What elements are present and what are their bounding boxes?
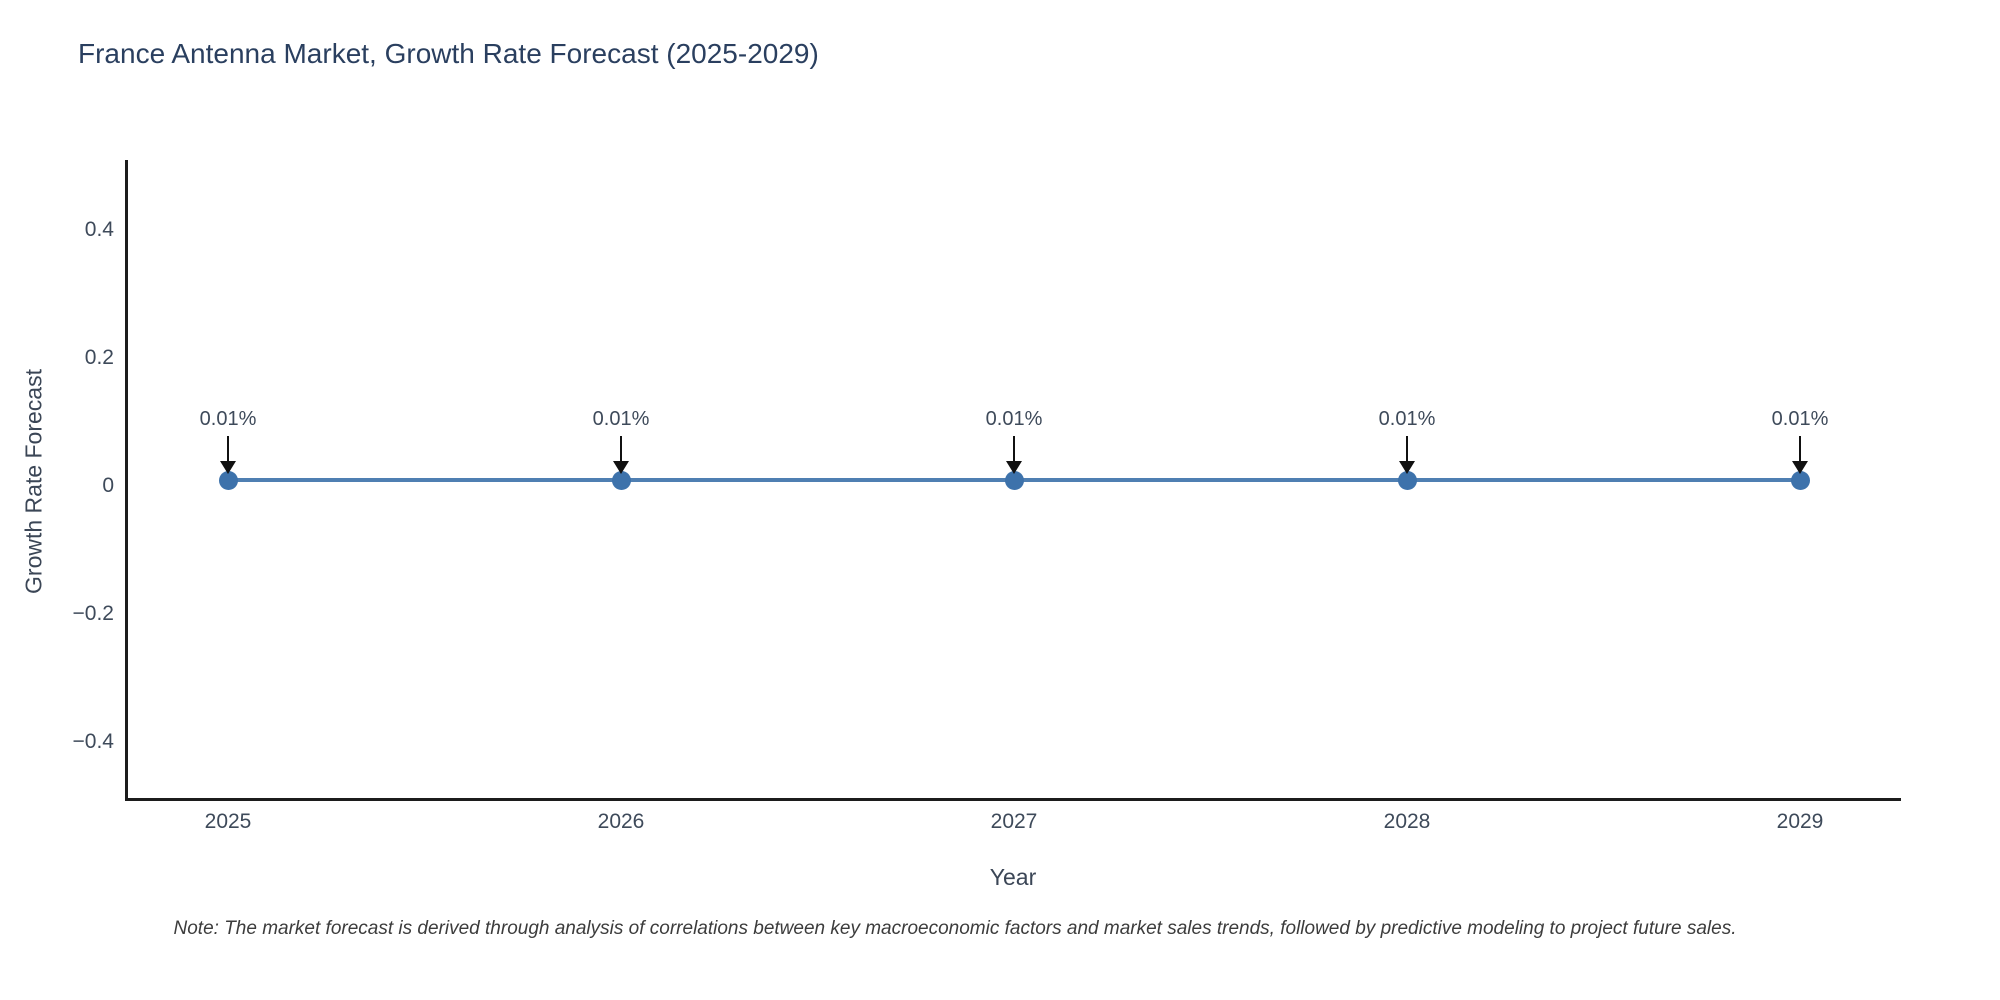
y-tick-label: 0.4 [84, 218, 114, 242]
x-tick-label: 2027 [990, 810, 1038, 833]
point-value-label: 0.01% [1771, 408, 1829, 430]
footnote: Note: The market forecast is derived thr… [173, 918, 1737, 939]
annotation-arrow-stem [1406, 436, 1408, 462]
data-point-marker [218, 470, 238, 490]
point-value-label: 0.01% [199, 408, 257, 430]
data-point-marker [1790, 470, 1810, 490]
annotation-arrow-head [1006, 461, 1022, 474]
chart-title: France Antenna Market, Growth Rate Forec… [78, 38, 819, 69]
annotation-arrow-head [220, 461, 236, 474]
annotation-arrow-head [1792, 461, 1808, 474]
annotation-arrow-head [1399, 461, 1415, 474]
point-value-label: 0.01% [1378, 408, 1436, 430]
y-axis-line [125, 160, 128, 801]
point-value-label: 0.01% [985, 408, 1043, 430]
x-tick-label: 2029 [1776, 810, 1824, 833]
x-tick-label: 2028 [1383, 810, 1431, 833]
annotation-arrow-stem [227, 436, 229, 462]
x-tick-label: 2026 [597, 810, 645, 833]
data-point-marker [611, 470, 631, 490]
x-axis-line [125, 798, 1901, 801]
y-tick-label: 0 [102, 474, 114, 498]
y-tick-label: −0.2 [72, 602, 114, 626]
y-tick-label: 0.2 [84, 346, 114, 370]
data-point-marker [1004, 470, 1024, 490]
x-tick-label: 2025 [204, 810, 252, 833]
annotation-arrow-stem [1013, 436, 1015, 462]
point-value-label: 0.01% [592, 408, 650, 430]
annotation-arrow-head [613, 461, 629, 474]
data-point-marker [1397, 470, 1417, 490]
y-tick-label: −0.4 [72, 730, 114, 754]
annotation-arrow-stem [620, 436, 622, 462]
annotation-arrow-stem [1799, 436, 1801, 462]
x-axis-title: Year [989, 864, 1037, 890]
